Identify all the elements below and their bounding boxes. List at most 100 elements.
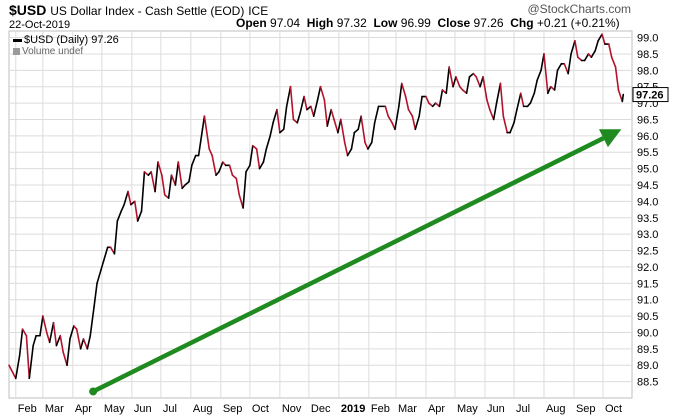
price-segment xyxy=(425,95,430,104)
price-segment xyxy=(529,92,536,104)
price-segment xyxy=(120,203,125,213)
x-tick-label: Jul xyxy=(163,403,177,415)
y-tick-label: 93.0 xyxy=(637,229,658,241)
price-segment xyxy=(384,105,390,117)
y-tick-label: 91.5 xyxy=(637,278,658,290)
price-segment xyxy=(28,344,34,380)
price-segment xyxy=(272,108,278,124)
price-segment xyxy=(59,334,64,353)
ticker-description: US Dollar Index - Cash Settle (EOD) xyxy=(50,4,245,18)
y-tick-label: 95.5 xyxy=(637,147,658,159)
last-value-label: 97.26 xyxy=(636,90,664,102)
exchange-label: ICE xyxy=(248,4,269,18)
price-segment xyxy=(299,95,305,114)
price-segment xyxy=(127,190,132,206)
price-segment xyxy=(594,40,599,52)
low-value: 96.99 xyxy=(400,16,431,30)
price-segment xyxy=(516,92,522,111)
price-segment xyxy=(360,115,366,144)
x-tick-label: Oct xyxy=(605,403,622,415)
price-segment xyxy=(556,62,563,72)
price-segment xyxy=(495,82,502,104)
price-segment xyxy=(188,164,193,183)
price-segment xyxy=(136,210,143,222)
arrow-head xyxy=(598,129,622,148)
price-segment xyxy=(513,108,518,124)
price-segment xyxy=(465,76,471,95)
price-segment xyxy=(279,128,285,134)
price-segment xyxy=(533,79,538,95)
price-segment xyxy=(191,154,197,167)
price-segment xyxy=(445,66,450,95)
volume-swatch-icon xyxy=(13,47,20,55)
y-tick-label: 89.0 xyxy=(637,360,658,372)
price-segment xyxy=(438,89,444,108)
price-segment xyxy=(312,99,319,117)
price-segment xyxy=(18,328,24,357)
price-segment xyxy=(310,105,315,117)
arrow-shaft xyxy=(92,136,605,394)
x-tick-label: Sep xyxy=(223,403,243,415)
price-segment xyxy=(39,315,44,337)
volume-legend-label: Volume undef xyxy=(22,46,84,57)
price-segment xyxy=(428,102,434,108)
price-segment xyxy=(482,76,488,101)
price-segment xyxy=(468,72,475,78)
price-segment xyxy=(231,174,238,180)
price-segment xyxy=(574,40,579,59)
price-segment xyxy=(238,194,244,209)
price-segment xyxy=(75,328,82,350)
high-value: 97.32 xyxy=(336,16,367,30)
price-segment xyxy=(316,85,322,101)
price-segment xyxy=(48,321,55,344)
price-segment xyxy=(370,121,376,144)
price-segment xyxy=(499,82,505,117)
price-segment xyxy=(262,148,268,163)
price-segment xyxy=(567,53,572,75)
price-segment xyxy=(228,164,234,176)
price-segment xyxy=(86,334,92,350)
ticker-symbol: $USD xyxy=(9,2,47,18)
price-segment xyxy=(590,49,597,59)
price-segment xyxy=(394,105,400,131)
price-segment xyxy=(140,171,146,213)
price-segment xyxy=(577,56,583,62)
y-tick-label: 94.0 xyxy=(637,196,658,208)
plot-area xyxy=(8,30,633,399)
price-segment xyxy=(89,305,95,337)
price-segment xyxy=(242,171,247,209)
price-segment xyxy=(42,315,48,334)
y-tick-label: 88.5 xyxy=(637,377,658,389)
open-value: 97.04 xyxy=(270,16,301,30)
price-segment xyxy=(502,115,509,134)
price-segment xyxy=(245,164,251,173)
price-segment xyxy=(167,174,173,199)
price-segment xyxy=(276,108,281,134)
price-segment xyxy=(617,89,624,103)
x-tick-label: Mar xyxy=(45,403,64,415)
price-segment xyxy=(265,135,271,150)
price-segment xyxy=(32,334,37,347)
price-segment xyxy=(251,144,258,150)
price-segment xyxy=(296,112,301,124)
price-segment xyxy=(597,33,603,42)
price-segment xyxy=(364,141,369,150)
y-axis: 88.5 89.0 89.5 90.0 90.5 91.0 91.5 92.0 92.5 93.0… xyxy=(637,33,658,389)
price-segment xyxy=(113,220,119,255)
price-segment xyxy=(621,93,625,103)
x-tick-label: May xyxy=(457,403,478,415)
price-segment xyxy=(21,328,28,337)
chg-label: Chg xyxy=(510,16,534,30)
price-segment xyxy=(157,161,163,176)
price-segment xyxy=(340,118,346,144)
price-segment xyxy=(69,325,75,340)
y-tick-label: 96.0 xyxy=(637,131,658,143)
price-segment xyxy=(55,334,62,347)
price-segment xyxy=(488,108,495,121)
price-segment xyxy=(14,354,21,380)
chart-title: $USD US Dollar Index - Cash Settle (EOD)… xyxy=(9,2,268,18)
price-segment xyxy=(203,115,211,150)
price-segment xyxy=(553,69,559,91)
x-tick-label: Feb xyxy=(18,403,37,415)
price-segment xyxy=(25,334,31,380)
